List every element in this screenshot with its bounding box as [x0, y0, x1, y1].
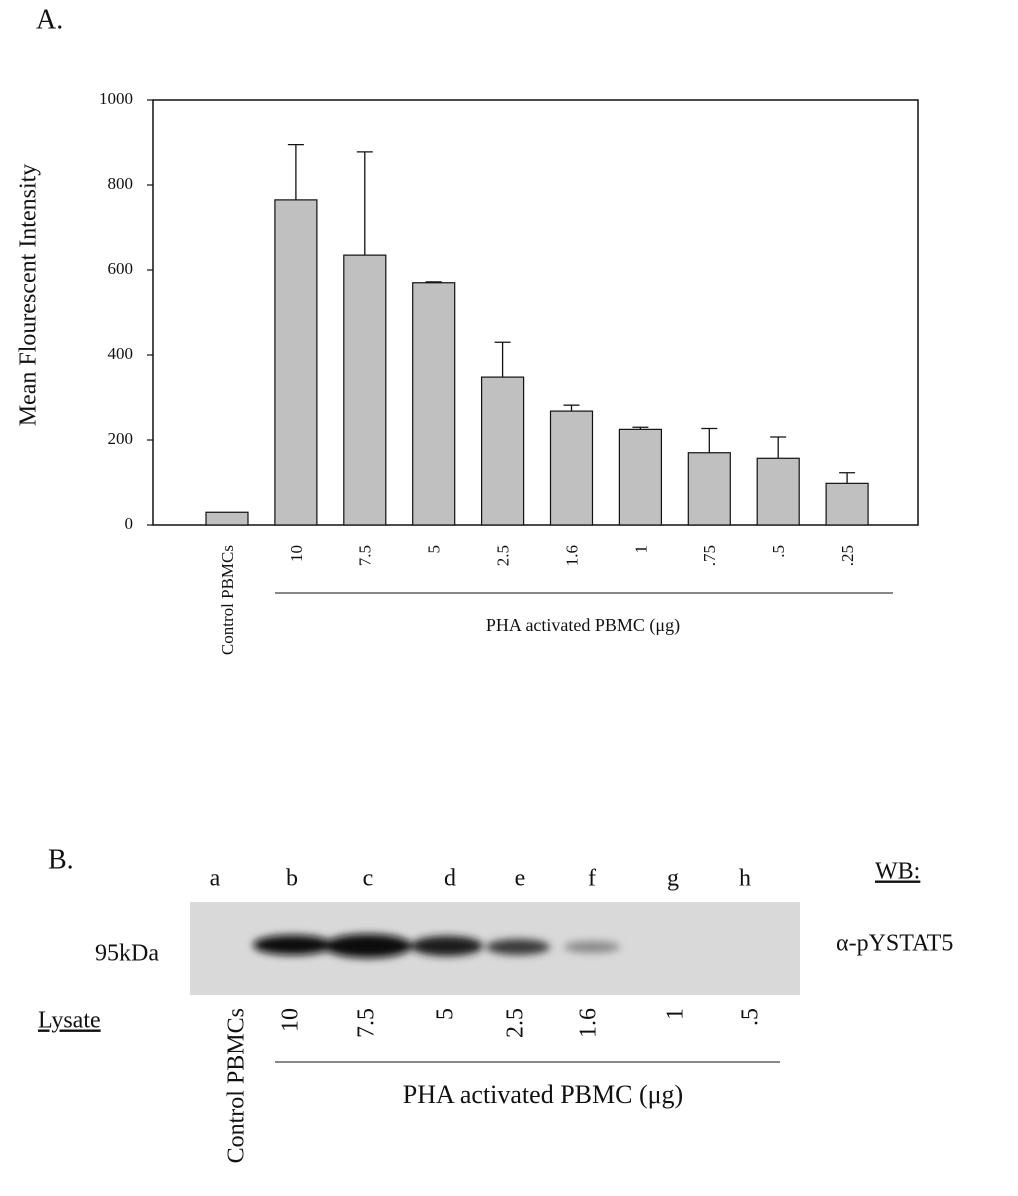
error-bar	[564, 405, 580, 411]
wb-label: WB:	[875, 859, 920, 885]
x-tick-label: Control PBMCs	[218, 545, 237, 655]
lane-label: 1	[663, 1008, 689, 1020]
y-tick-label: 1000	[99, 89, 133, 108]
bar	[826, 483, 868, 525]
x-tick-label: 10	[287, 545, 306, 562]
band	[411, 936, 483, 956]
bar	[551, 411, 593, 525]
plot-frame	[153, 100, 918, 525]
panel-label: B.	[48, 844, 74, 875]
lane-letter: f	[588, 866, 596, 892]
y-tick-label: 0	[125, 514, 134, 533]
panel-label: A.	[36, 4, 63, 35]
error-bar	[288, 145, 304, 200]
lane-letter: c	[363, 866, 374, 892]
bar	[757, 458, 799, 525]
y-axis-label: Mean Flourescent Intensity	[16, 164, 42, 427]
error-bar	[357, 152, 373, 255]
band	[253, 935, 333, 955]
lane-letter: g	[667, 866, 679, 892]
lysate-label: Lysate	[38, 1008, 101, 1034]
x-tick-label: .75	[700, 545, 719, 566]
x-tick-label: .25	[838, 545, 857, 566]
y-tick-label: 600	[108, 259, 134, 278]
group-label: PHA activated PBMC (μg)	[486, 615, 680, 636]
group-label: PHA activated PBMC (μg)	[403, 1080, 683, 1109]
error-bar	[701, 429, 717, 453]
lane-label: .5	[738, 1008, 764, 1026]
error-bar	[839, 473, 855, 484]
bar	[344, 255, 386, 525]
error-bar	[770, 437, 786, 458]
y-tick-label: 200	[108, 429, 134, 448]
lane-letter: e	[515, 866, 526, 892]
lane-label: 5	[433, 1008, 459, 1020]
lane-letter: a	[210, 866, 221, 892]
lane-letter: h	[739, 866, 751, 892]
lane-label: 10	[278, 1008, 304, 1032]
bar	[206, 512, 248, 525]
lane-label: 1.6	[576, 1008, 602, 1038]
lane-label: Control PBMCs	[224, 1008, 250, 1163]
band	[486, 939, 550, 955]
lane-label: 7.5	[354, 1008, 380, 1038]
x-tick-label: .5	[769, 545, 788, 558]
lane-letter: d	[444, 866, 456, 892]
x-tick-label: 2.5	[494, 545, 513, 566]
lane-letter: b	[286, 866, 298, 892]
marker-label: 95kDa	[95, 941, 159, 967]
bar	[482, 377, 524, 525]
figure: A. Mean Flourescent Intensity PHA activa…	[0, 0, 1018, 1196]
bar	[413, 283, 455, 525]
lane-label: 2.5	[503, 1008, 529, 1038]
y-tick-label: 800	[108, 174, 134, 193]
bar	[688, 453, 730, 525]
band	[324, 934, 412, 958]
x-tick-label: 1.6	[562, 545, 581, 566]
bar	[275, 200, 317, 525]
x-tick-label: 1	[631, 545, 650, 554]
error-bar	[495, 342, 511, 377]
antibody-label: α-pYSTAT5	[836, 931, 953, 957]
x-tick-label: 7.5	[356, 545, 375, 566]
x-tick-label: 5	[425, 545, 444, 554]
bar	[619, 429, 661, 525]
y-tick-label: 400	[108, 344, 134, 363]
band	[564, 941, 620, 953]
